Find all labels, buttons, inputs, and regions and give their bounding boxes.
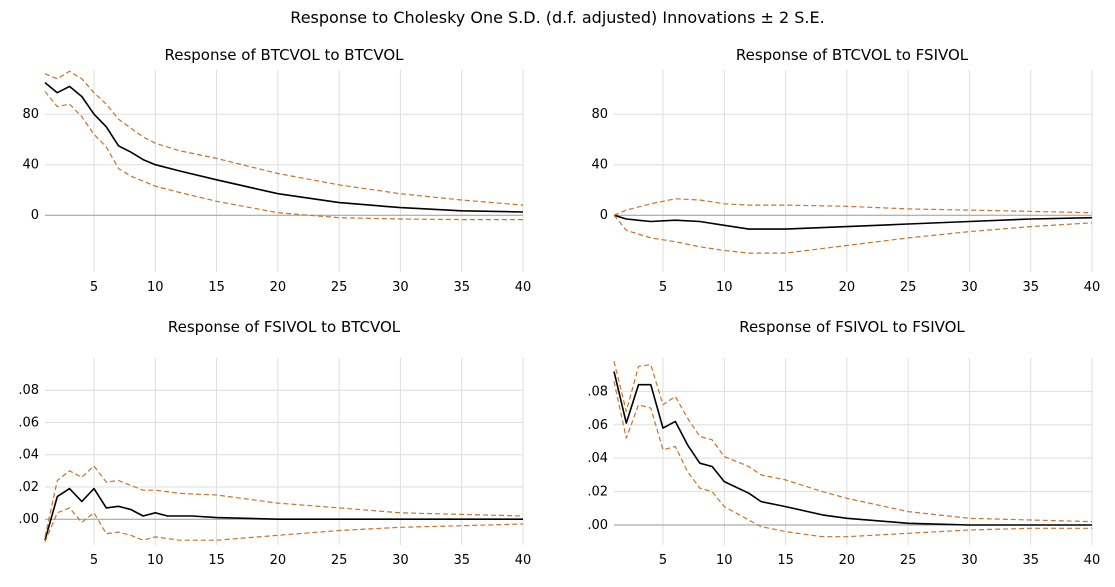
upper-band-line: [44, 70, 524, 206]
panel-title: Response of FSIVOL to BTCVOL: [167, 318, 401, 336]
x-tick-label: 20: [270, 553, 287, 568]
x-tick-label: 40: [515, 280, 532, 295]
x-tick-label: 35: [1022, 553, 1039, 568]
x-tick-label: 20: [839, 280, 856, 295]
lower-band-line: [613, 381, 1092, 538]
x-tick-label: 10: [147, 280, 164, 295]
x-tick-label: 35: [1022, 280, 1039, 295]
upper-band-line: [613, 198, 1093, 216]
y-tick-label: 0: [31, 208, 39, 223]
panel-2: 5 10 15 20 25 30 35 40 0 40 80: [591, 70, 1100, 295]
x-tick-label: 20: [839, 553, 856, 568]
x-tick-label: 10: [716, 553, 733, 568]
y-tick-label: .04: [587, 451, 608, 466]
impulse-response-line: [613, 214, 1093, 230]
y-tick-label: .06: [18, 415, 39, 430]
x-tick-label: 40: [1084, 280, 1101, 295]
y-tick-label: 80: [22, 107, 39, 122]
panel-title: Response of BTCVOL to BTCVOL: [164, 46, 404, 64]
y-tick-label: .02: [587, 485, 608, 500]
panel-3: 5 10 15 20 25 30 35 40 .00 .02 .04 .06 .08: [18, 358, 531, 568]
panel-title: Response of FSIVOL to FSIVOL: [739, 318, 965, 336]
x-tick-label: 10: [716, 280, 733, 295]
y-tick-label: .06: [587, 418, 608, 433]
y-tick-label: 80: [591, 107, 608, 122]
x-tick-label: 15: [777, 553, 794, 568]
x-tick-label: 35: [453, 280, 470, 295]
y-tick-label: 40: [22, 158, 39, 173]
lower-band-line: [44, 507, 524, 543]
x-tick-label: 40: [1084, 553, 1101, 568]
x-tick-label: 15: [208, 280, 225, 295]
x-tick-label: 30: [392, 553, 409, 568]
upper-band-line: [613, 361, 1093, 523]
x-tick-label: 5: [90, 553, 98, 568]
panel-1: 5 10 15 20 25 30 35 40 0 40 80: [22, 70, 531, 295]
x-tick-label: 30: [961, 280, 978, 295]
figure-title: Response to Cholesky One S.D. (d.f. adju…: [290, 8, 825, 27]
lower-band-line: [44, 91, 523, 221]
panel-4: 5 10 15 20 25 30 35 40 .00 .02 .04 .06 .08: [587, 358, 1100, 568]
x-tick-label: 5: [90, 280, 98, 295]
x-tick-label: 30: [961, 553, 978, 568]
x-tick-label: 10: [147, 553, 164, 568]
x-tick-label: 40: [515, 553, 532, 568]
x-tick-label: 5: [659, 280, 667, 295]
y-tick-label: .08: [587, 384, 608, 399]
y-tick-label: .02: [18, 480, 39, 495]
impulse-response-line: [44, 81, 524, 213]
x-tick-label: 25: [900, 280, 917, 295]
panel-title: Response of BTCVOL to FSIVOL: [735, 46, 969, 64]
x-tick-label: 20: [270, 280, 287, 295]
x-tick-label: 25: [331, 280, 348, 295]
y-tick-label: .08: [18, 383, 39, 398]
y-tick-label: .00: [587, 518, 608, 533]
x-tick-label: 15: [208, 553, 225, 568]
x-tick-label: 30: [392, 280, 409, 295]
x-tick-label: 15: [777, 280, 794, 295]
y-tick-label: 40: [591, 158, 608, 173]
impulse-response-line: [613, 371, 1092, 526]
y-tick-label: .04: [18, 448, 39, 463]
upper-band-line: [44, 465, 524, 538]
x-tick-label: 25: [331, 553, 348, 568]
x-tick-label: 35: [453, 553, 470, 568]
y-tick-label: .00: [18, 512, 39, 527]
impulse-response-line: [44, 487, 523, 541]
lower-band-line: [613, 214, 1093, 254]
x-tick-label: 5: [659, 553, 667, 568]
y-tick-label: 0: [600, 208, 608, 223]
x-tick-label: 25: [900, 553, 917, 568]
